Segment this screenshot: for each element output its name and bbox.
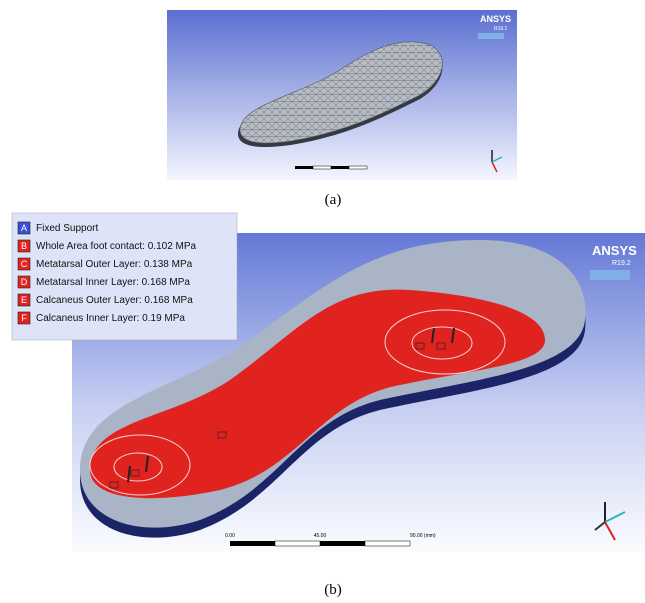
legend-label: Metatarsal Inner Layer: 0.168 MPa	[36, 277, 190, 288]
caption: (b)	[324, 582, 342, 598]
logo: ANSYS	[592, 243, 637, 258]
logo: ANSYS	[480, 14, 511, 24]
legend-label: Metatarsal Outer Layer: 0.138 MPa	[36, 259, 193, 270]
scale-bar	[295, 166, 367, 169]
legend-label: Fixed Support	[36, 223, 98, 234]
panel-b: ANSYS R19.2 0.00 45.00 90.00 (mm) A Fixed…	[12, 213, 645, 598]
caption: (a)	[325, 192, 342, 208]
version: R19.2	[494, 26, 508, 32]
legend-key: A	[21, 223, 27, 233]
logo-bar	[478, 33, 504, 39]
logo-bar	[590, 270, 630, 280]
legend: A Fixed Support B Whole Area foot contact: …	[12, 213, 237, 340]
legend-key: B	[21, 241, 27, 251]
figure: ANSYS R19.2 (a) ANSYS R19.2	[0, 0, 645, 603]
legend-key: C	[21, 259, 28, 269]
legend-key: D	[21, 277, 28, 287]
legend-key: E	[21, 295, 27, 305]
legend-label: Whole Area foot contact: 0.102 MPa	[36, 241, 197, 252]
legend-key: F	[21, 313, 27, 323]
version: R19.2	[612, 260, 631, 267]
panel-a: ANSYS R19.2 (a)	[167, 10, 517, 208]
scale-label: 0.00	[225, 533, 235, 539]
scale-label: 90.00 (mm)	[410, 533, 436, 539]
legend-label: Calcaneus Inner Layer: 0.19 MPa	[36, 313, 185, 324]
legend-label: Calcaneus Outer Layer: 0.168 MPa	[36, 295, 193, 306]
scale-label: 45.00	[314, 533, 327, 539]
